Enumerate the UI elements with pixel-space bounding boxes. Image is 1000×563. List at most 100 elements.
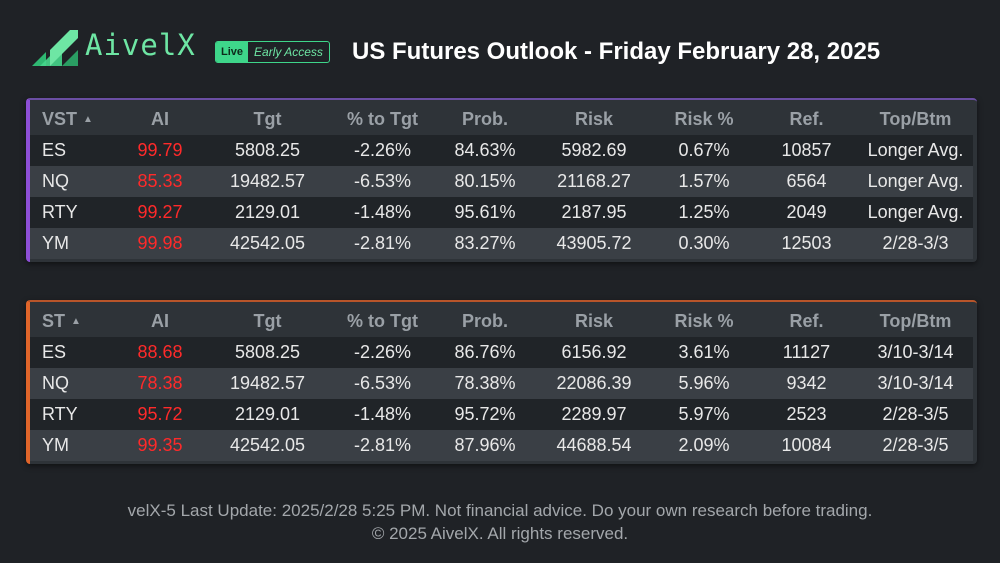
ref-cell: 10084 <box>781 435 832 455</box>
live-label: Live <box>216 42 249 62</box>
symbol-cell: RTY <box>42 202 78 222</box>
pct-to-tgt-cell: -1.48% <box>353 202 412 222</box>
ref-cell: 12503 <box>781 233 832 253</box>
risk-cell: 5982.69 <box>561 140 627 160</box>
tgt-cell: 42542.05 <box>229 233 306 253</box>
ai-score-cell: 88.68 <box>137 342 183 362</box>
ai-score-cell: 95.72 <box>137 404 183 424</box>
prob-cell: 83.27% <box>454 233 516 253</box>
risk-cell: 2187.95 <box>561 202 627 222</box>
column-header-prob[interactable]: Prob. <box>461 310 508 331</box>
risk-cell: 21168.27 <box>557 171 631 191</box>
symbol-cell: ES <box>42 342 67 362</box>
ref-cell: 10857 <box>781 140 832 160</box>
column-header-risk[interactable]: Risk <box>574 108 614 129</box>
prob-cell: 80.15% <box>454 171 516 191</box>
st-header-row: ST ▲ AI Tgt % to Tgt Prob. Risk Risk % Re… <box>30 306 973 336</box>
column-header-pct-to-tgt[interactable]: % to Tgt <box>347 310 418 331</box>
tgt-cell: 42542.05 <box>229 435 306 455</box>
brand-name: AivelX <box>85 28 196 62</box>
sort-ascending-icon: ▲ <box>71 316 81 328</box>
header: AivelX Live Early Access US Futures Outl… <box>0 0 1000 90</box>
pct-to-tgt-cell: -2.81% <box>353 233 412 253</box>
top-btm-cell: Longer Avg. <box>867 202 964 222</box>
column-header-ai[interactable]: AI <box>151 310 169 331</box>
column-header-risk[interactable]: Risk <box>574 310 614 331</box>
symbol-cell: YM <box>42 233 69 253</box>
table-row: YM 99.98 42542.05 -2.81% 83.27% 43905.72… <box>30 228 973 259</box>
tgt-cell: 19482.57 <box>229 373 306 393</box>
pct-to-tgt-cell: -2.26% <box>353 342 412 362</box>
pct-to-tgt-cell: -2.26% <box>353 140 412 160</box>
ai-score-cell: 85.33 <box>137 171 183 191</box>
tgt-cell: 5808.25 <box>234 140 301 160</box>
ref-cell: 6564 <box>786 171 827 191</box>
column-header-top-btm[interactable]: Top/Btm <box>879 108 952 129</box>
risk-cell: 43905.72 <box>556 233 632 253</box>
vst-sort-column-header[interactable]: VST ▲ <box>42 108 93 129</box>
column-header-ai[interactable]: AI <box>151 108 169 129</box>
column-header-prob[interactable]: Prob. <box>461 108 508 129</box>
symbol-cell: ES <box>42 140 67 160</box>
top-btm-cell: 2/28-3/3 <box>882 233 949 253</box>
column-header-ref[interactable]: Ref. <box>789 108 824 129</box>
risk-pct-cell: 3.61% <box>678 342 730 362</box>
risk-pct-cell: 1.57% <box>678 171 730 191</box>
tgt-cell: 19482.57 <box>229 171 306 191</box>
symbol-cell: NQ <box>42 171 69 191</box>
risk-cell: 6156.92 <box>561 342 627 362</box>
prob-cell: 87.96% <box>454 435 516 455</box>
table-row: RTY 95.72 2129.01 -1.48% 95.72% 2289.97 … <box>30 399 973 430</box>
ai-score-cell: 78.38 <box>137 373 183 393</box>
ref-cell: 2523 <box>786 404 827 424</box>
column-header-tgt[interactable]: Tgt <box>253 310 282 331</box>
top-btm-cell: 2/28-3/5 <box>882 404 949 424</box>
prob-cell: 95.72% <box>454 404 516 424</box>
tgt-cell: 5808.25 <box>234 342 301 362</box>
st-table: ST ▲ AI Tgt % to Tgt Prob. Risk Risk % Re… <box>26 300 977 464</box>
top-btm-cell: Longer Avg. <box>867 140 964 160</box>
table-row: RTY 99.27 2129.01 -1.48% 95.61% 2187.95 … <box>30 197 973 228</box>
ref-cell: 2049 <box>786 202 827 222</box>
vst-table: VST ▲ AI Tgt % to Tgt Prob. Risk Risk % R… <box>26 98 977 262</box>
st-sort-column-header[interactable]: ST ▲ <box>42 310 81 331</box>
column-header-risk-pct[interactable]: Risk % <box>674 310 734 331</box>
risk-cell: 44688.54 <box>556 435 632 455</box>
table-row: NQ 78.38 19482.57 -6.53% 78.38% 22086.39… <box>30 368 973 399</box>
tgt-cell: 2129.01 <box>234 202 301 222</box>
risk-pct-cell: 1.25% <box>678 202 730 222</box>
tgt-cell: 2129.01 <box>234 404 301 424</box>
ref-cell: 11127 <box>782 342 831 362</box>
prob-cell: 86.76% <box>454 342 516 362</box>
top-btm-cell: 3/10-3/14 <box>877 373 954 393</box>
table-row: ES 88.68 5808.25 -2.26% 86.76% 6156.92 3… <box>30 337 973 368</box>
top-btm-cell: 2/28-3/5 <box>882 435 949 455</box>
ai-score-cell: 99.35 <box>137 435 183 455</box>
column-header-top-btm[interactable]: Top/Btm <box>879 310 952 331</box>
prob-cell: 78.38% <box>454 373 516 393</box>
column-header-pct-to-tgt[interactable]: % to Tgt <box>347 108 418 129</box>
column-header-ref[interactable]: Ref. <box>789 310 824 331</box>
prob-cell: 95.61% <box>454 202 516 222</box>
table-row: NQ 85.33 19482.57 -6.53% 80.15% 21168.27… <box>30 166 973 197</box>
ai-score-cell: 99.98 <box>137 233 183 253</box>
prob-cell: 84.63% <box>454 140 516 160</box>
footer-copyright: © 2025 AivelX. All rights reserved. <box>371 524 629 543</box>
vst-header-row: VST ▲ AI Tgt % to Tgt Prob. Risk Risk % R… <box>30 104 973 134</box>
pct-to-tgt-cell: -1.48% <box>353 404 412 424</box>
symbol-cell: YM <box>42 435 69 455</box>
footer-disclaimer: velX-5 Last Update: 2025/2/28 5:25 PM. N… <box>127 501 873 520</box>
risk-pct-cell: 5.96% <box>678 373 730 393</box>
table-row: ES 99.79 5808.25 -2.26% 84.63% 5982.69 0… <box>30 135 973 166</box>
column-header-tgt[interactable]: Tgt <box>253 108 282 129</box>
page-title: US Futures Outlook - Friday February 28,… <box>352 38 881 65</box>
ref-cell: 9342 <box>786 373 827 393</box>
aivelx-logo-icon <box>32 30 78 66</box>
early-access-label: Early Access <box>254 45 323 59</box>
column-header-risk-pct[interactable]: Risk % <box>674 108 734 129</box>
symbol-cell: RTY <box>42 404 78 424</box>
risk-pct-cell: 5.97% <box>678 404 730 424</box>
risk-pct-cell: 0.67% <box>678 140 730 160</box>
risk-cell: 22086.39 <box>556 373 632 393</box>
table-row: YM 99.35 42542.05 -2.81% 87.96% 44688.54… <box>30 430 973 461</box>
